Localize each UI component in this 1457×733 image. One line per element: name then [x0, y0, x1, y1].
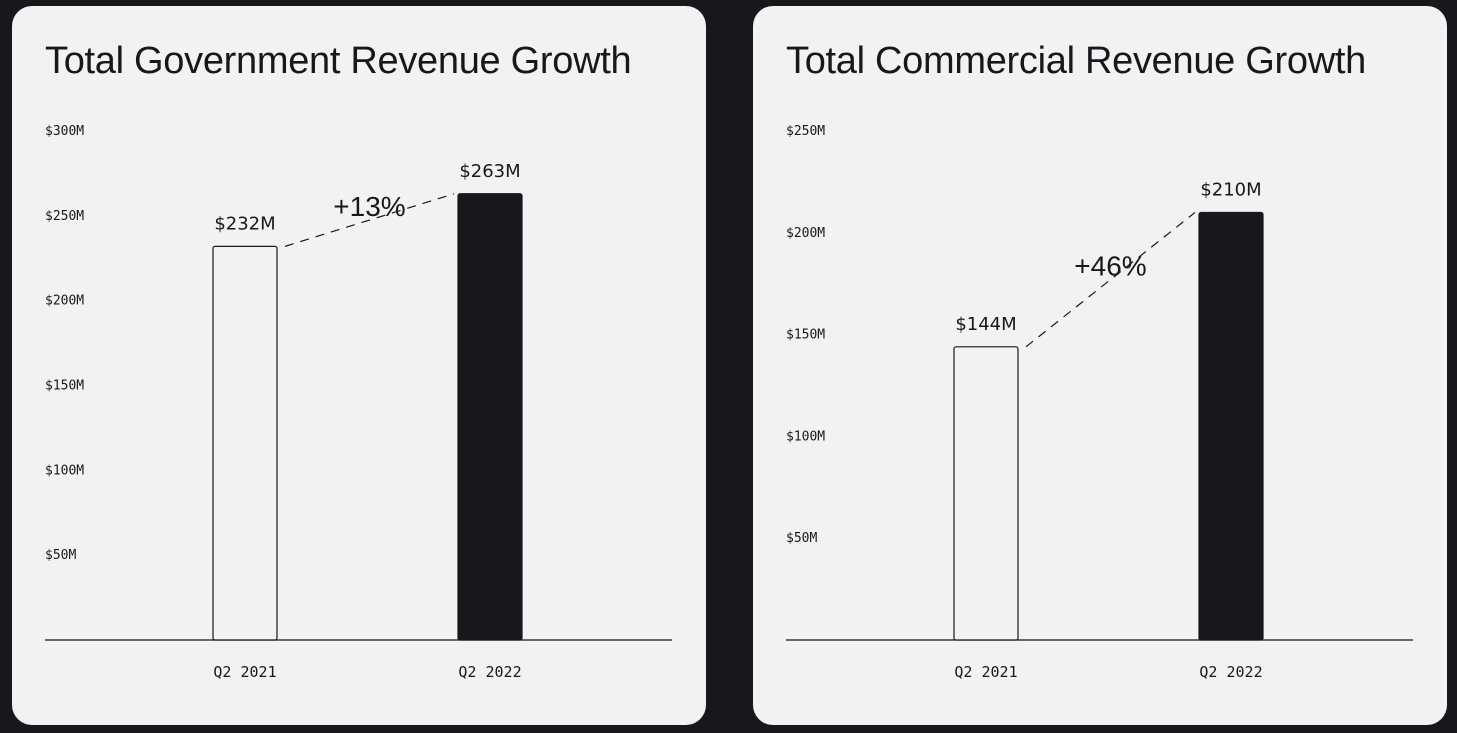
- commercial-x-tick-label: Q2 2022: [1199, 663, 1262, 681]
- commercial-growth-connector: [1025, 211, 1196, 348]
- government-growth-label: +13%: [333, 191, 405, 222]
- commercial-revenue-chart: $50M $100M $150M $200M $250M $144M Q2 2021 $210…: [786, 124, 1413, 681]
- government-y-tick-label: $200M: [45, 294, 84, 309]
- government-bar-current: [457, 193, 523, 641]
- commercial-bar-value-label: $210M: [1200, 179, 1261, 200]
- commercial-bar-current: [1198, 211, 1264, 641]
- commercial-y-tick-label: $150M: [786, 328, 825, 343]
- government-bar-value-label: $232M: [214, 213, 275, 234]
- government-bar-value-label: $263M: [459, 161, 520, 182]
- commercial-bar-previous: [953, 346, 1019, 641]
- commercial-bar-value-label: $144M: [955, 314, 1016, 335]
- government-x-tick-label: Q2 2021: [213, 663, 276, 681]
- government-chart-title: Total Government Revenue Growth: [45, 40, 632, 82]
- government-bar-previous: [212, 245, 278, 641]
- commercial-y-tick-label: $50M: [786, 531, 817, 546]
- commercial-y-tick-label: $200M: [786, 226, 825, 241]
- commercial-y-tick-label: $100M: [786, 429, 825, 444]
- government-x-tick-label: Q2 2022: [458, 663, 521, 681]
- government-y-tick-label: $100M: [45, 463, 84, 478]
- commercial-growth-label: +46%: [1074, 251, 1146, 282]
- government-y-tick-label: $150M: [45, 379, 84, 394]
- government-revenue-card: Total Government Revenue Growth $50M $100…: [12, 6, 706, 725]
- commercial-x-tick-label: Q2 2021: [954, 663, 1017, 681]
- commercial-chart-title: Total Commercial Revenue Growth: [786, 40, 1366, 82]
- government-y-tick-label: $250M: [45, 209, 84, 224]
- government-y-tick-label: $50M: [45, 548, 76, 563]
- commercial-y-tick-label: $250M: [786, 124, 825, 139]
- government-revenue-chart: $50M $100M $150M $200M $250M $300M $232M Q2 202…: [45, 124, 672, 681]
- government-growth-connector: [284, 193, 455, 247]
- commercial-revenue-card: Total Commercial Revenue Growth $50M $100…: [753, 6, 1447, 725]
- government-y-tick-label: $300M: [45, 124, 84, 139]
